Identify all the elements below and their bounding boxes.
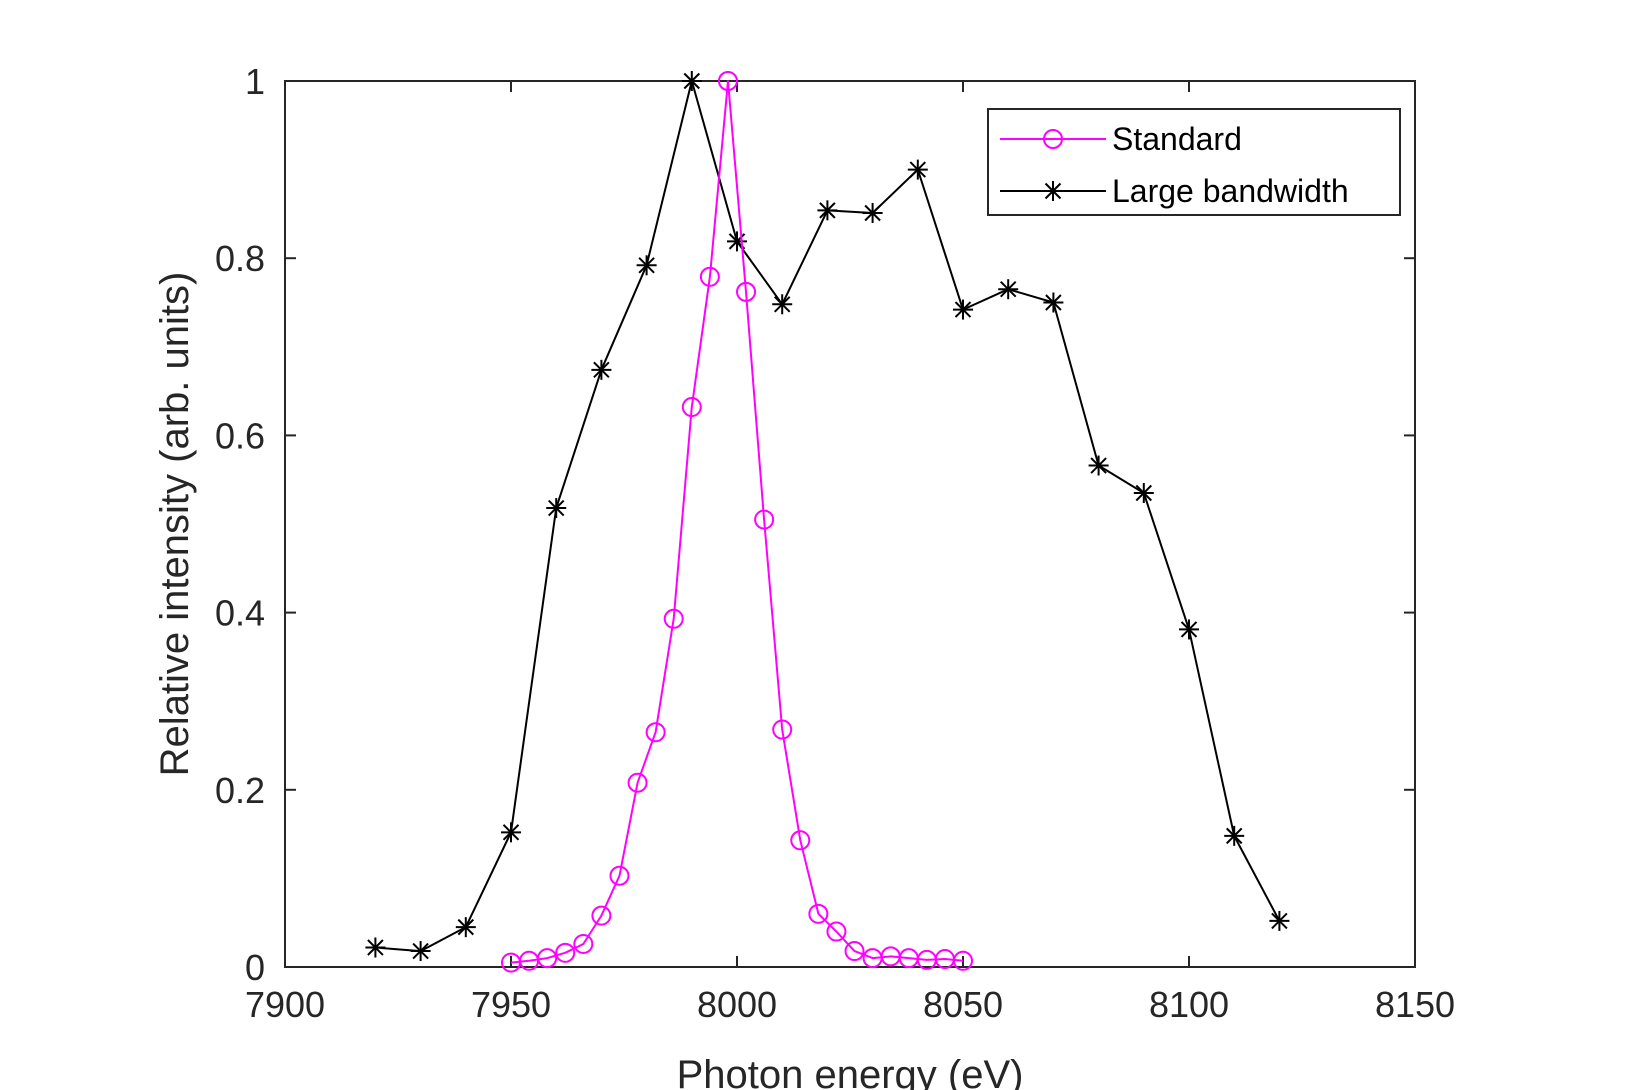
data-point-large-bandwidth — [817, 200, 838, 221]
x-tick-label: 8050 — [923, 984, 1003, 1025]
y-tick-label: 0.8 — [215, 238, 265, 279]
data-point-large-bandwidth — [455, 917, 476, 938]
data-point-standard — [663, 608, 684, 629]
legend-label-large-bandwidth: Large bandwidth — [1112, 173, 1349, 209]
y-tick-labels: 0 0.2 0.4 0.6 0.8 1 — [215, 61, 265, 988]
data-point-standard — [844, 941, 865, 962]
data-point-large-bandwidth — [953, 299, 973, 320]
y-tick-label: 0.6 — [215, 415, 265, 456]
data-point-standard — [717, 71, 738, 91]
y-tick-label: 1 — [245, 61, 265, 102]
legend-marker-large-bandwidth — [1043, 181, 1063, 201]
x-tick-label: 8000 — [697, 984, 777, 1025]
x-tick-label: 8100 — [1149, 984, 1229, 1025]
y-axis-title: Relative intensity (arb. units) — [153, 272, 197, 777]
data-point-standard — [609, 865, 630, 886]
data-point-standard — [627, 772, 648, 793]
data-point-large-bandwidth — [998, 279, 1019, 300]
data-point-large-bandwidth — [1133, 482, 1154, 503]
legend-marker-asterisk — [1043, 181, 1063, 201]
legend: Standard Large bandwidth — [987, 108, 1401, 216]
data-point-standard — [736, 281, 757, 302]
data-point-standard — [591, 905, 612, 926]
data-point-standard — [699, 266, 720, 287]
data-point-large-bandwidth — [1043, 292, 1064, 313]
series-standard — [501, 71, 973, 973]
data-point-large-bandwidth — [681, 71, 702, 91]
x-tick-labels: 7900 7950 8000 8050 8100 8150 — [245, 984, 1455, 1025]
data-point-large-bandwidth — [591, 359, 612, 380]
data-point-large-bandwidth — [727, 231, 747, 252]
plot-area — [284, 80, 1416, 968]
data-point-large-bandwidth — [410, 941, 431, 962]
data-point-standard — [754, 509, 775, 530]
data-point-standard — [826, 921, 847, 942]
data-point-large-bandwidth — [862, 203, 883, 224]
x-tick-label: 7950 — [471, 984, 551, 1025]
data-point-large-bandwidth — [1269, 910, 1290, 931]
series-line-standard — [510, 80, 964, 964]
x-tick-label: 8150 — [1375, 984, 1455, 1025]
data-point-large-bandwidth — [772, 294, 793, 315]
y-tick-label: 0.4 — [215, 593, 265, 634]
legend-marker-standard — [1043, 129, 1063, 149]
series-large-bandwidth — [365, 71, 1290, 962]
data-point-large-bandwidth — [1088, 455, 1109, 476]
x-axis-title: Photon energy (eV) — [677, 1053, 1024, 1090]
y-tick-label: 0.2 — [215, 770, 265, 811]
data-point-standard — [645, 722, 666, 743]
legend-marker-circle — [1043, 129, 1063, 149]
legend-label-standard: Standard — [1112, 121, 1242, 157]
data-point-large-bandwidth — [501, 822, 521, 843]
data-point-standard — [953, 950, 973, 971]
data-point-large-bandwidth — [365, 937, 386, 958]
x-tick-label: 7900 — [245, 984, 325, 1025]
data-point-standard — [808, 903, 829, 924]
data-point-large-bandwidth — [636, 255, 657, 276]
data-point-standard — [555, 942, 576, 963]
data-point-large-bandwidth — [1179, 619, 1199, 640]
series-layer — [365, 71, 1290, 973]
data-point-large-bandwidth — [546, 498, 567, 519]
data-point-large-bandwidth — [1224, 825, 1245, 846]
data-point-standard — [772, 719, 793, 740]
data-point-standard — [573, 933, 594, 954]
legend-box — [987, 108, 1401, 216]
data-point-standard — [790, 830, 811, 851]
data-point-standard — [537, 948, 558, 969]
y-tick-label: 0 — [245, 947, 265, 988]
data-point-standard — [681, 397, 702, 418]
data-point-large-bandwidth — [907, 159, 928, 180]
